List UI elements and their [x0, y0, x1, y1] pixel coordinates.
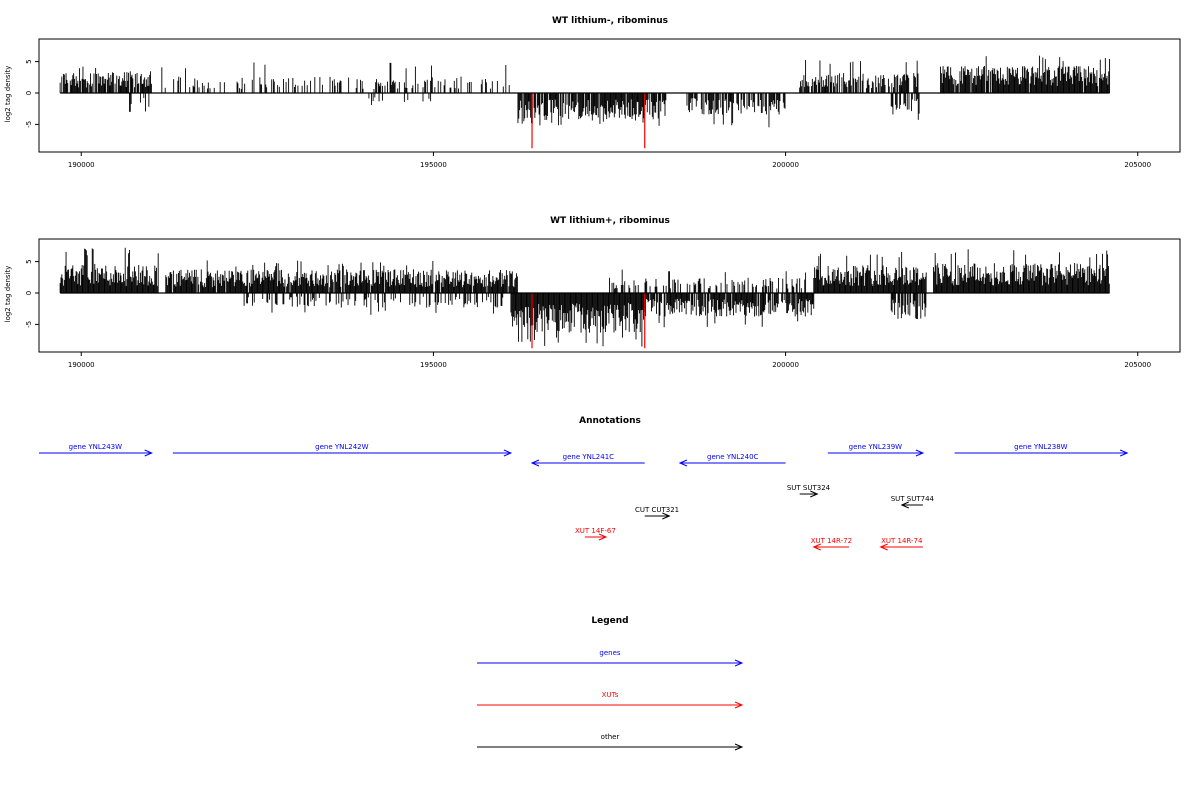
feature-label: XUT 14F-67 — [575, 527, 616, 535]
feature-arrow-head — [503, 449, 513, 457]
feature-label: SUT SUT324 — [787, 484, 831, 492]
legend-label: other — [601, 733, 620, 741]
y-tick-label: -5 — [25, 121, 33, 128]
x-tick-label: 195000 — [420, 361, 447, 369]
feature-arrow-head — [598, 533, 608, 541]
panel-1-y-axis-label: log2 tag density — [4, 66, 12, 123]
legend-panel: Legend genes XUTs other — [477, 616, 744, 751]
legend-title: Legend — [591, 616, 628, 626]
panel-1-bars — [59, 55, 1111, 149]
panel-1-title: WT lithium-, ribominus — [552, 16, 668, 26]
feature-arrow-head — [812, 543, 821, 551]
feature-label: gene YNL241C — [563, 453, 614, 461]
feature-arrow-head — [530, 459, 540, 467]
x-tick-label: 205000 — [1124, 361, 1151, 369]
feature-label: XUT 14R-74 — [881, 537, 923, 545]
legend-items: genes XUTs other — [477, 649, 744, 751]
panel-2-title: WT lithium+, ribominus — [550, 216, 670, 226]
y-tick-label: 5 — [25, 59, 33, 63]
x-tick-label: 200000 — [772, 161, 799, 169]
legend-arrow-head — [734, 743, 744, 751]
x-tick-label: 195000 — [420, 161, 447, 169]
legend-arrow-head — [734, 701, 744, 709]
x-tick-label: 200000 — [772, 361, 799, 369]
y-tick-label: 0 — [25, 91, 33, 95]
feature-label: gene YNL238W — [1014, 443, 1067, 451]
feature-arrow-head — [915, 449, 925, 457]
panel-2-frame — [38, 238, 1181, 353]
legend-label: XUTs — [602, 691, 619, 699]
feature-arrow-head — [662, 512, 671, 520]
legend-arrow-head — [734, 659, 744, 667]
feature-arrow-head — [144, 449, 153, 457]
panel-2-axes: 190000 195000 200000 205000 5 0 -5 — [25, 259, 1151, 369]
annotations-title: Annotations — [579, 416, 641, 426]
y-tick-label: 5 — [25, 259, 33, 263]
feature-label: CUT CUT321 — [635, 506, 679, 514]
annotations-panel: Annotations gene YNL243W gene YNL242Wgene… — [39, 416, 1129, 551]
feature-label: gene YNL239W — [849, 443, 902, 451]
feature-label: gene YNL242W — [315, 443, 368, 451]
feature-label: SUT SUT744 — [891, 495, 935, 503]
panel-lithium-plus: WT lithium+, ribominus log2 tag density … — [4, 216, 1181, 369]
panel-1-frame — [38, 38, 1181, 153]
feature-arrow-head — [678, 459, 688, 467]
feature-label: XUT 14R-72 — [811, 537, 852, 545]
panel-2-y-axis-label: log2 tag density — [4, 266, 12, 323]
panel-lithium-minus: WT lithium-, ribominus log2 tag density … — [4, 16, 1181, 169]
feature-arrow-head — [900, 501, 909, 509]
panel-1-axes: 190000 195000 200000 205000 5 0 -5 — [25, 59, 1151, 169]
feature-arrow-head — [1119, 449, 1129, 457]
y-tick-label: 0 — [25, 291, 33, 295]
feature-arrow-head — [810, 490, 819, 498]
legend-label: genes — [599, 649, 620, 657]
x-tick-label: 190000 — [68, 161, 95, 169]
annotation-features: gene YNL243W gene YNL242W gene YNL241C gene… — [39, 443, 1129, 551]
x-tick-label: 205000 — [1124, 161, 1151, 169]
x-tick-label: 190000 — [68, 361, 95, 369]
feature-label: gene YNL243W — [69, 443, 122, 451]
y-tick-label: -5 — [25, 321, 33, 328]
panel-2-bars — [59, 247, 1110, 349]
feature-arrow-head — [879, 543, 888, 551]
feature-label: gene YNL240C — [707, 453, 758, 461]
